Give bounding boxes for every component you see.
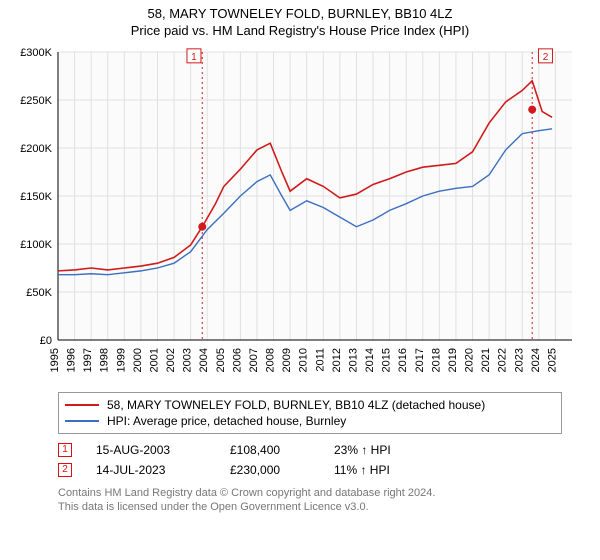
- svg-text:2015: 2015: [381, 348, 393, 372]
- legend: 58, MARY TOWNELEY FOLD, BURNLEY, BB10 4L…: [58, 392, 562, 434]
- legend-label: 58, MARY TOWNELEY FOLD, BURNLEY, BB10 4L…: [107, 397, 485, 413]
- svg-text:1996: 1996: [66, 348, 78, 372]
- svg-text:1999: 1999: [115, 348, 127, 372]
- marker-badge: 1: [58, 443, 72, 457]
- legend-swatch-red: [65, 404, 99, 406]
- svg-text:£50K: £50K: [26, 287, 52, 299]
- legend-row: HPI: Average price, detached house, Burn…: [65, 413, 555, 429]
- svg-text:2019: 2019: [447, 348, 459, 372]
- svg-text:2011: 2011: [314, 348, 326, 372]
- svg-text:2: 2: [543, 52, 549, 63]
- svg-text:2023: 2023: [513, 348, 525, 372]
- svg-text:2003: 2003: [182, 348, 194, 372]
- svg-text:£250K: £250K: [20, 95, 52, 107]
- transaction-list: 1 15-AUG-2003 £108,400 23% ↑ HPI 2 14-JU…: [58, 440, 562, 480]
- svg-text:1997: 1997: [82, 348, 94, 372]
- title-line-2: Price paid vs. HM Land Registry's House …: [10, 23, 590, 38]
- svg-text:2017: 2017: [414, 348, 426, 372]
- svg-text:2024: 2024: [530, 348, 542, 372]
- transaction-row: 1 15-AUG-2003 £108,400 23% ↑ HPI: [58, 440, 562, 460]
- price-chart: £0 £50K £100K £150K £200K £250K £300K 1995 1996 1…: [10, 46, 590, 386]
- svg-text:1998: 1998: [99, 348, 111, 372]
- svg-text:£200K: £200K: [20, 143, 52, 155]
- title-line-1: 58, MARY TOWNELEY FOLD, BURNLEY, BB10 4L…: [10, 6, 590, 21]
- footer: Contains HM Land Registry data © Crown c…: [58, 486, 562, 514]
- svg-text:£0: £0: [40, 335, 52, 347]
- svg-text:£100K: £100K: [20, 239, 52, 251]
- legend-swatch-blue: [65, 420, 99, 422]
- transaction-pct: 11% ↑ HPI: [334, 460, 390, 480]
- transaction-row: 2 14-JUL-2023 £230,000 11% ↑ HPI: [58, 460, 562, 480]
- transaction-price: £230,000: [230, 460, 310, 480]
- transaction-date: 15-AUG-2003: [96, 440, 206, 460]
- svg-text:2012: 2012: [331, 348, 343, 372]
- legend-label: HPI: Average price, detached house, Burn…: [107, 413, 346, 429]
- svg-text:2001: 2001: [148, 348, 160, 372]
- svg-text:2022: 2022: [497, 348, 509, 372]
- svg-text:2021: 2021: [480, 348, 492, 372]
- transaction-date: 14-JUL-2023: [96, 460, 206, 480]
- svg-text:2009: 2009: [281, 348, 293, 372]
- marker-badge: 2: [58, 463, 72, 477]
- svg-text:2006: 2006: [231, 348, 243, 372]
- svg-text:2014: 2014: [364, 348, 376, 372]
- transaction-pct: 23% ↑ HPI: [334, 440, 391, 460]
- svg-text:£150K: £150K: [20, 191, 52, 203]
- svg-text:2004: 2004: [198, 348, 210, 372]
- svg-text:2005: 2005: [215, 348, 227, 372]
- svg-text:2018: 2018: [430, 348, 442, 372]
- svg-text:1995: 1995: [49, 348, 61, 372]
- svg-text:2016: 2016: [397, 348, 409, 372]
- svg-text:2008: 2008: [265, 348, 277, 372]
- svg-text:2013: 2013: [347, 348, 359, 372]
- footer-line: This data is licensed under the Open Gov…: [58, 500, 562, 514]
- transaction-price: £108,400: [230, 440, 310, 460]
- svg-text:2002: 2002: [165, 348, 177, 372]
- svg-text:2000: 2000: [132, 348, 144, 372]
- svg-text:1: 1: [191, 52, 197, 63]
- svg-text:2020: 2020: [464, 348, 476, 372]
- svg-text:£300K: £300K: [20, 47, 52, 59]
- svg-text:2007: 2007: [248, 348, 260, 372]
- legend-row: 58, MARY TOWNELEY FOLD, BURNLEY, BB10 4L…: [65, 397, 555, 413]
- svg-text:2025: 2025: [546, 348, 558, 372]
- footer-line: Contains HM Land Registry data © Crown c…: [58, 486, 562, 500]
- svg-text:2010: 2010: [298, 348, 310, 372]
